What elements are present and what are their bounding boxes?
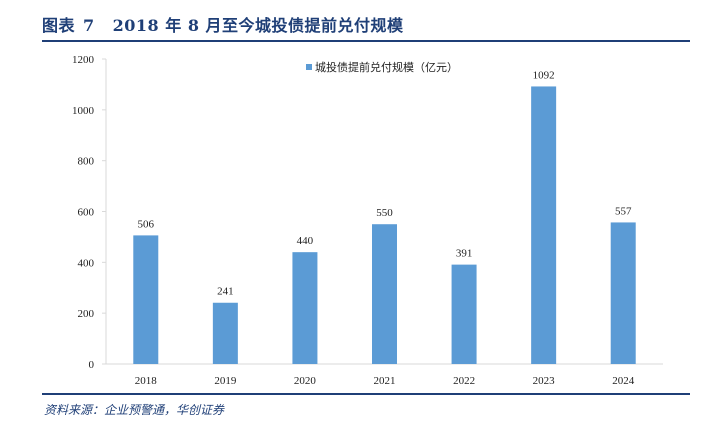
y-tick-label: 200 (78, 308, 95, 320)
y-tick-label: 600 (78, 207, 95, 219)
bar (292, 252, 318, 364)
legend-label: 城投债提前兑付规模（亿元） (315, 60, 458, 74)
data-label: 391 (456, 248, 473, 260)
x-tick-label: 2019 (214, 375, 237, 387)
bar (133, 235, 159, 364)
figure-label: 图表 (42, 16, 76, 35)
y-tick-label: 1200 (72, 54, 95, 66)
figure-title: 图表 7 2018 年 8 月至今城投债提前兑付规模 (42, 12, 404, 36)
bar (531, 86, 557, 364)
x-tick-label: 2020 (294, 375, 317, 387)
figure-title-text: 2018 年 8 月至今城投债提前兑付规模 (112, 16, 404, 35)
x-tick-label: 2018 (135, 375, 158, 387)
y-tick-label: 1000 (72, 105, 95, 117)
y-tick-label: 0 (89, 359, 95, 371)
x-tick-label: 2021 (374, 375, 396, 387)
bar (212, 302, 238, 364)
x-tick-label: 2022 (453, 375, 475, 387)
bottom-divider (42, 393, 690, 395)
figure-number: 7 (83, 16, 95, 35)
data-label: 241 (217, 286, 234, 298)
data-label: 557 (615, 205, 632, 217)
data-label: 506 (138, 218, 155, 230)
source-note: 资料来源：企业预警通，华创证券 (44, 403, 225, 417)
data-label: 550 (376, 207, 393, 219)
x-tick-label: 2023 (533, 375, 556, 387)
bar (372, 224, 397, 364)
data-label: 440 (297, 235, 314, 247)
bar (610, 222, 636, 364)
x-tick-label: 2024 (612, 375, 635, 387)
top-divider (42, 40, 690, 42)
bar (451, 264, 477, 364)
legend-swatch (306, 64, 312, 70)
y-tick-label: 400 (78, 257, 95, 269)
data-label: 1092 (533, 69, 555, 81)
y-tick-label: 800 (78, 156, 95, 168)
